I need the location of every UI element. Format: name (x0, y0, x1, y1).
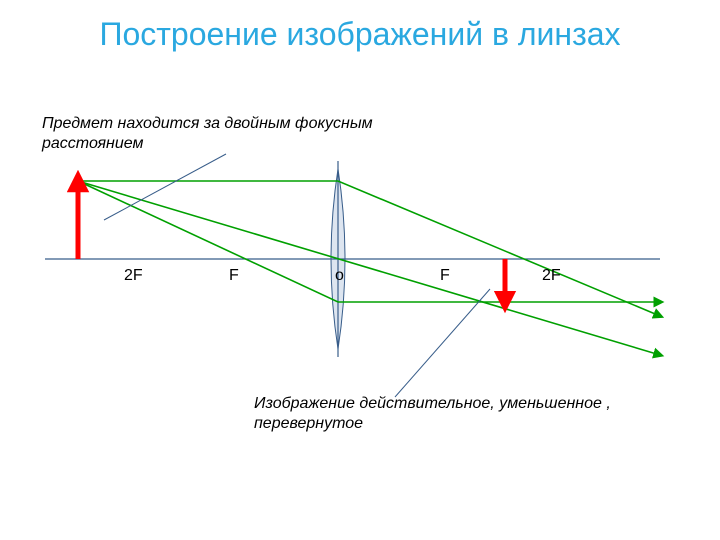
callout-lines (104, 154, 490, 397)
label-center: о (335, 267, 344, 285)
label-2F-left: 2F (124, 267, 143, 285)
label-F-left: F (229, 267, 239, 285)
label-F-right: F (440, 267, 450, 285)
lens-diagram (0, 0, 720, 540)
light-rays (78, 181, 660, 355)
label-2F-right: 2F (542, 267, 561, 285)
